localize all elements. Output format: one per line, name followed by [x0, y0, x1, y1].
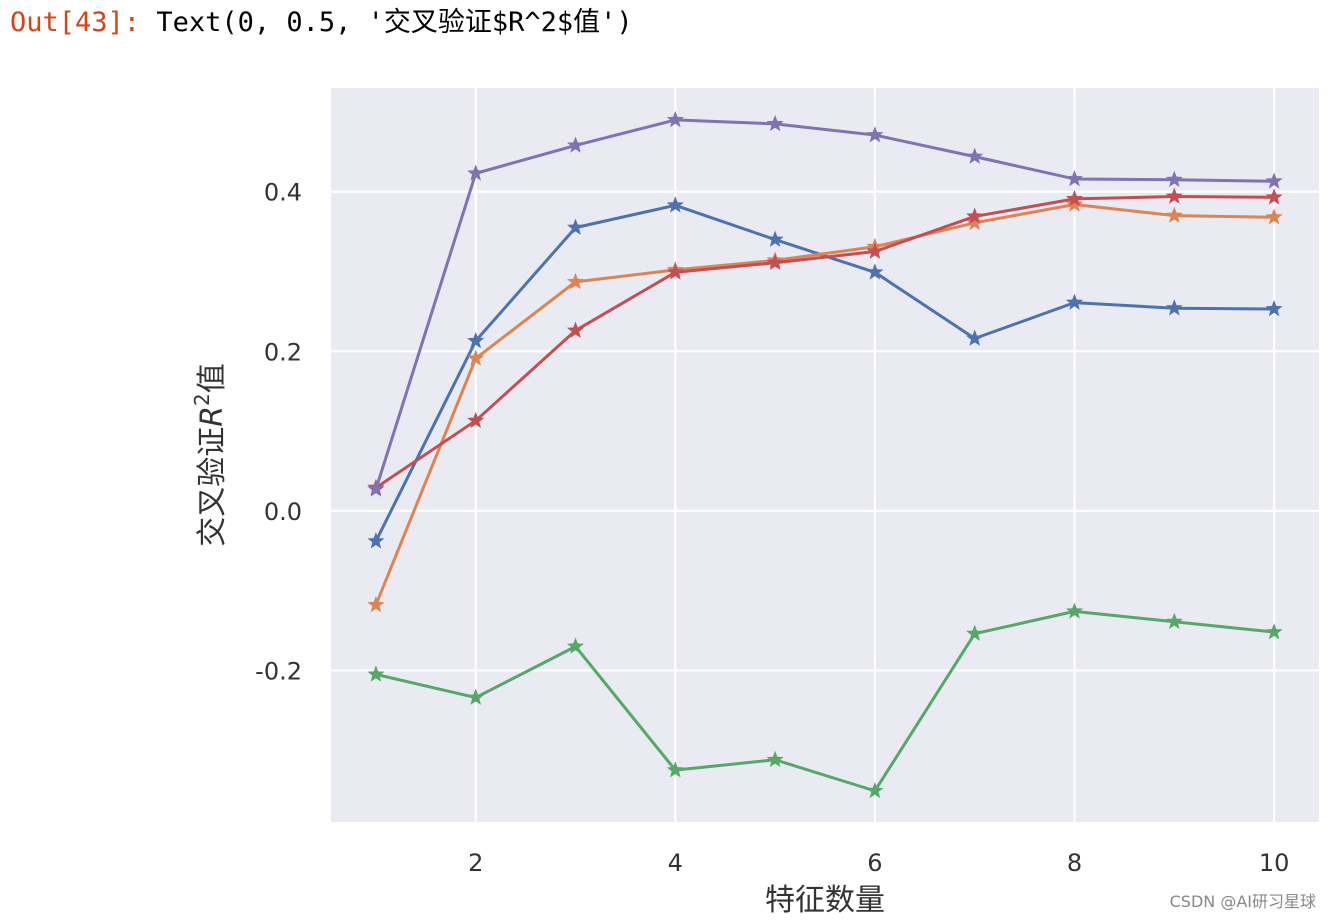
tick-labels: 2 4 6 8 10 -0.2 0.0 0.2 0.4 [255, 179, 1289, 877]
data-point [1265, 208, 1283, 225]
data-point [966, 213, 984, 231]
series-lines [367, 110, 1283, 799]
data-point [566, 272, 585, 290]
data-point [467, 164, 485, 181]
data-point [1165, 299, 1183, 316]
data-point [766, 750, 784, 768]
data-point [766, 230, 784, 247]
series-line [375, 609, 1275, 793]
x-tick-label: 2 [468, 849, 483, 877]
data-point [1265, 300, 1283, 317]
data-point [866, 126, 884, 143]
data-point [1065, 293, 1084, 310]
data-point [367, 480, 385, 497]
data-point [1065, 189, 1084, 207]
x-tick-label: 4 [668, 849, 683, 877]
data-point [467, 331, 485, 349]
data-point [467, 688, 485, 705]
data-point [566, 321, 585, 338]
y-axis-label-end: 值 [195, 363, 230, 393]
data-point [766, 253, 784, 271]
y-axis-label-sup: 2 [190, 393, 214, 406]
series-3 [367, 602, 1283, 799]
y-tick-label: 0.0 [264, 498, 302, 526]
y-axis-label-main: 交叉验证 [195, 427, 230, 547]
data-point [566, 637, 585, 654]
data-point [566, 218, 585, 235]
data-point [966, 329, 984, 346]
data-point [1065, 169, 1084, 187]
output-line: Out[43]: Text(0, 0.5, '交叉验证$R^2$值') [10, 6, 633, 40]
output-text: Text(0, 0.5, '交叉验证$R^2$值') [156, 7, 633, 38]
data-point [1165, 170, 1183, 188]
series-5 [367, 110, 1283, 497]
data-point [1265, 623, 1283, 640]
data-point [866, 263, 884, 280]
data-point [1165, 187, 1183, 204]
data-point [666, 761, 684, 778]
data-point [367, 665, 385, 682]
data-point [1265, 172, 1283, 189]
data-point [866, 781, 884, 799]
data-point [666, 196, 684, 213]
y-tick-label: -0.2 [255, 657, 302, 685]
x-tick-label: 10 [1259, 849, 1290, 877]
y-tick-label: 0.2 [264, 338, 302, 366]
data-point [966, 624, 984, 641]
data-point [1165, 612, 1183, 630]
watermark: CSDN @AI研习星球 [1169, 892, 1316, 911]
data-point [866, 242, 884, 259]
output-prompt: Out[43]: [10, 7, 141, 38]
data-point [1165, 206, 1183, 223]
data-point [966, 207, 984, 224]
x-tick-label: 8 [1067, 849, 1082, 877]
x-axis-label: 特征数量 [765, 883, 885, 918]
y-axis-label-italic: R [195, 406, 230, 427]
grid-lines [331, 88, 1319, 822]
data-point [666, 110, 684, 128]
series-line [374, 118, 1275, 490]
data-point [367, 595, 385, 613]
y-axis-label: 交叉验证R2值 [190, 363, 230, 547]
x-tick-label: 6 [867, 849, 882, 877]
plot-area [331, 88, 1319, 822]
series-line [374, 202, 1275, 606]
data-point [1065, 195, 1084, 212]
series-line [375, 195, 1275, 489]
y-tick-label: 0.4 [264, 179, 302, 207]
data-point [1265, 188, 1283, 205]
data-point [766, 114, 784, 132]
data-point [367, 532, 385, 549]
data-point [467, 411, 485, 428]
data-point [467, 349, 485, 366]
data-point [966, 147, 984, 164]
data-point [666, 263, 684, 280]
data-point [1065, 602, 1084, 619]
data-point [566, 136, 585, 153]
